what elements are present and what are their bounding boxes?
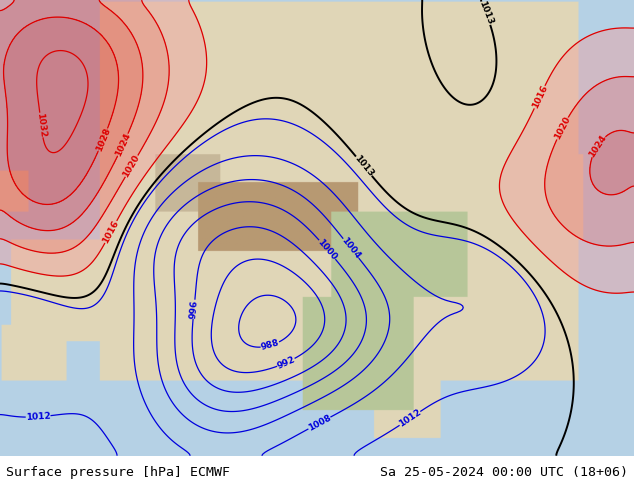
Text: 988: 988 <box>260 339 280 352</box>
Text: Surface pressure [hPa] ECMWF: Surface pressure [hPa] ECMWF <box>6 466 230 479</box>
Text: 1016: 1016 <box>530 84 549 110</box>
Text: 1016: 1016 <box>101 219 120 245</box>
Text: 1008: 1008 <box>306 413 332 433</box>
Text: 1028: 1028 <box>94 126 112 153</box>
Text: 992: 992 <box>276 355 297 370</box>
Text: 1012: 1012 <box>397 408 423 429</box>
Text: 996: 996 <box>189 299 199 319</box>
Text: 1013: 1013 <box>353 154 375 179</box>
Text: 1004: 1004 <box>340 236 362 261</box>
Text: 1012: 1012 <box>25 412 51 422</box>
Text: 1024: 1024 <box>587 133 608 159</box>
Text: Sa 25-05-2024 00:00 UTC (18+06): Sa 25-05-2024 00:00 UTC (18+06) <box>380 466 628 479</box>
Text: 1000: 1000 <box>316 237 339 262</box>
Text: 1020: 1020 <box>553 115 572 142</box>
Text: 1024: 1024 <box>113 131 133 158</box>
Text: 1013: 1013 <box>477 0 495 26</box>
Text: 1020: 1020 <box>122 153 142 179</box>
Text: 1032: 1032 <box>36 112 48 138</box>
